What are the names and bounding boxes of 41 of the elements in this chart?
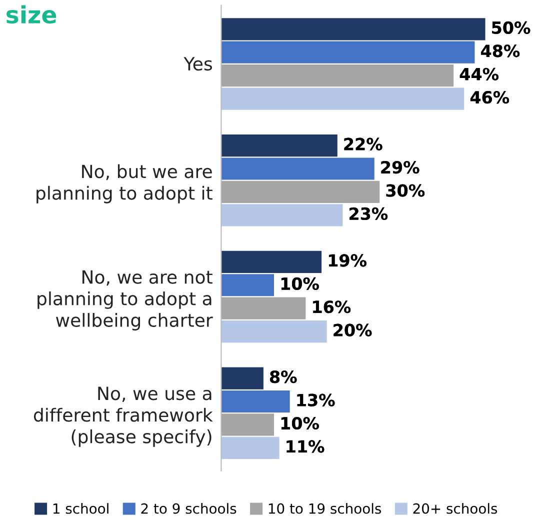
data-label: 29% xyxy=(381,160,420,174)
data-label: 19% xyxy=(328,254,366,267)
bar xyxy=(221,204,343,226)
data-label: 8% xyxy=(270,370,297,384)
data-label: 50% xyxy=(492,21,530,34)
data-label: 22% xyxy=(344,138,382,150)
text: size xyxy=(6,5,56,24)
y-tick-label: No, but we are planning to adopt it xyxy=(36,164,212,204)
data-label: 48% xyxy=(481,44,520,58)
bar xyxy=(221,88,464,110)
data-label: 16% xyxy=(313,300,351,314)
bar xyxy=(221,436,280,459)
y-tick-label: No, we are not planning to adopt a wellbeing charter xyxy=(38,270,213,331)
bar xyxy=(221,414,274,436)
legend-label: 20+ schools xyxy=(413,503,498,514)
bar xyxy=(221,18,486,40)
legend-label: 1 school xyxy=(53,503,108,514)
legend-label: 2 to 9 schools xyxy=(141,503,236,514)
data-label: 46% xyxy=(470,91,510,104)
data-label: 30% xyxy=(386,184,425,197)
y-tick-label: No, we use a different framework (please specify) xyxy=(34,386,213,447)
bar xyxy=(221,134,338,157)
bar xyxy=(221,64,454,87)
y-tick-label: Yes xyxy=(184,57,212,71)
bar xyxy=(221,320,327,343)
data-label: 11% xyxy=(286,440,324,453)
data-label: 44% xyxy=(460,68,498,80)
bar xyxy=(221,158,374,180)
legend-label: 10 to 19 schools xyxy=(268,503,382,514)
bar xyxy=(221,250,322,273)
data-label: 10% xyxy=(281,277,319,290)
bar xyxy=(221,390,290,413)
data-label: 23% xyxy=(350,207,388,220)
bar xyxy=(221,367,264,390)
bar xyxy=(221,41,475,64)
data-label: 10% xyxy=(281,416,319,430)
bar xyxy=(221,180,380,204)
bar xyxy=(221,297,306,320)
data-label: 20% xyxy=(334,324,372,336)
bar xyxy=(221,274,274,296)
data-label: 13% xyxy=(297,394,335,406)
